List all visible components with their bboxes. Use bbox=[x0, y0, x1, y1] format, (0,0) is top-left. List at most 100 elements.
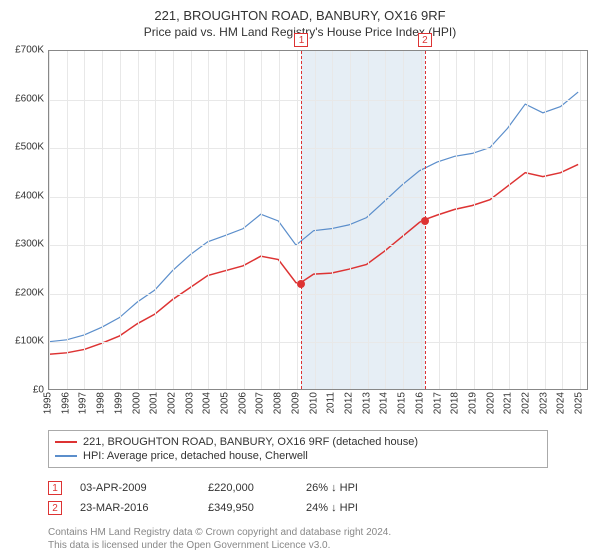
y-tick-label: £600K bbox=[0, 93, 48, 104]
gridline-v bbox=[492, 51, 493, 389]
x-tick-label: 1998 bbox=[96, 392, 107, 414]
gridline-v bbox=[49, 51, 50, 389]
gridline-v bbox=[315, 51, 316, 389]
gridline-h bbox=[49, 148, 587, 149]
gridline-h bbox=[49, 197, 587, 198]
gridline-v bbox=[474, 51, 475, 389]
gridline-h bbox=[49, 294, 587, 295]
gridline-h bbox=[49, 100, 587, 101]
event-marker: 2 bbox=[418, 33, 432, 47]
event-marker: 1 bbox=[294, 33, 308, 47]
gridline-v bbox=[102, 51, 103, 389]
legend-swatch bbox=[55, 455, 77, 457]
series-price_paid bbox=[49, 164, 578, 354]
trade-price: £349,950 bbox=[208, 502, 288, 514]
footer-attribution: Contains HM Land Registry data © Crown c… bbox=[48, 526, 391, 552]
chart-title: 221, BROUGHTON ROAD, BANBURY, OX16 9RF bbox=[0, 0, 600, 23]
x-tick-label: 2018 bbox=[450, 392, 461, 414]
x-tick-label: 2025 bbox=[574, 392, 585, 414]
x-tick-label: 2019 bbox=[467, 392, 478, 414]
series-hpi bbox=[49, 92, 578, 342]
gridline-v bbox=[439, 51, 440, 389]
gridline-v bbox=[545, 51, 546, 389]
x-tick-label: 1996 bbox=[60, 392, 71, 414]
x-tick-label: 2017 bbox=[432, 392, 443, 414]
line-layer bbox=[49, 51, 587, 389]
x-tick-label: 2008 bbox=[273, 392, 284, 414]
legend-label: 221, BROUGHTON ROAD, BANBURY, OX16 9RF (… bbox=[83, 436, 418, 448]
gridline-v bbox=[332, 51, 333, 389]
y-tick-label: £400K bbox=[0, 190, 48, 201]
gridline-v bbox=[244, 51, 245, 389]
x-tick-label: 2010 bbox=[308, 392, 319, 414]
trade-pct: 24% ↓ HPI bbox=[306, 502, 396, 514]
trade-marker: 1 bbox=[48, 481, 62, 495]
gridline-v bbox=[120, 51, 121, 389]
x-tick-label: 1999 bbox=[113, 392, 124, 414]
x-tick-label: 2011 bbox=[326, 392, 337, 414]
x-tick-label: 2012 bbox=[343, 392, 354, 414]
x-tick-label: 2005 bbox=[220, 392, 231, 414]
x-tick-label: 2009 bbox=[290, 392, 301, 414]
x-tick-label: 2001 bbox=[149, 392, 160, 414]
y-tick-label: £700K bbox=[0, 45, 48, 56]
gridline-v bbox=[297, 51, 298, 389]
gridline-v bbox=[509, 51, 510, 389]
legend-row: HPI: Average price, detached house, Cher… bbox=[55, 449, 541, 463]
trade-date: 03-APR-2009 bbox=[80, 482, 190, 494]
y-tick-label: £300K bbox=[0, 239, 48, 250]
x-tick-label: 2006 bbox=[237, 392, 248, 414]
trade-row: 223-MAR-2016£349,95024% ↓ HPI bbox=[48, 498, 396, 518]
x-tick-label: 2013 bbox=[361, 392, 372, 414]
gridline-v bbox=[155, 51, 156, 389]
trade-price: £220,000 bbox=[208, 482, 288, 494]
x-tick-label: 2000 bbox=[131, 392, 142, 414]
gridline-v bbox=[403, 51, 404, 389]
legend-label: HPI: Average price, detached house, Cher… bbox=[83, 450, 308, 462]
gridline-v bbox=[527, 51, 528, 389]
legend: 221, BROUGHTON ROAD, BANBURY, OX16 9RF (… bbox=[48, 430, 548, 468]
x-tick-label: 1995 bbox=[43, 392, 54, 414]
x-tick-label: 2020 bbox=[485, 392, 496, 414]
gridline-v bbox=[67, 51, 68, 389]
event-line bbox=[301, 51, 302, 389]
data-point bbox=[297, 280, 305, 288]
gridline-v bbox=[368, 51, 369, 389]
gridline-v bbox=[456, 51, 457, 389]
gridline-v bbox=[385, 51, 386, 389]
trade-row: 1 03-APR-2009 £220,000 26% ↓ HPI bbox=[48, 478, 396, 498]
gridline-v bbox=[84, 51, 85, 389]
legend-swatch bbox=[55, 441, 77, 443]
gridline-v bbox=[261, 51, 262, 389]
gridline-h bbox=[49, 342, 587, 343]
x-tick-label: 2024 bbox=[556, 392, 567, 414]
x-tick-label: 2022 bbox=[521, 392, 532, 414]
x-tick-label: 2014 bbox=[379, 392, 390, 414]
gridline-v bbox=[226, 51, 227, 389]
gridline-v bbox=[279, 51, 280, 389]
trade-rows: 103-APR-2009£220,00026% ↓ HPI223-MAR-201… bbox=[48, 478, 396, 518]
gridline-v bbox=[173, 51, 174, 389]
x-tick-label: 1997 bbox=[78, 392, 89, 414]
y-tick-label: £0 bbox=[0, 385, 48, 396]
x-tick-label: 2021 bbox=[503, 392, 514, 414]
x-tick-label: 2004 bbox=[202, 392, 213, 414]
x-tick-label: 2015 bbox=[397, 392, 408, 414]
gridline-v bbox=[562, 51, 563, 389]
x-tick-label: 2016 bbox=[414, 392, 425, 414]
x-tick-label: 2023 bbox=[538, 392, 549, 414]
y-tick-label: £500K bbox=[0, 142, 48, 153]
x-tick-label: 2007 bbox=[255, 392, 266, 414]
gridline-v bbox=[350, 51, 351, 389]
footer-line2: This data is licensed under the Open Gov… bbox=[48, 539, 391, 552]
y-tick-label: £200K bbox=[0, 287, 48, 298]
x-tick-label: 2003 bbox=[184, 392, 195, 414]
footer-line1: Contains HM Land Registry data © Crown c… bbox=[48, 526, 391, 539]
trade-marker: 2 bbox=[48, 501, 62, 515]
trade-pct: 26% ↓ HPI bbox=[306, 482, 396, 494]
gridline-v bbox=[138, 51, 139, 389]
gridline-h bbox=[49, 245, 587, 246]
gridline-v bbox=[580, 51, 581, 389]
gridline-v bbox=[191, 51, 192, 389]
y-tick-label: £100K bbox=[0, 336, 48, 347]
